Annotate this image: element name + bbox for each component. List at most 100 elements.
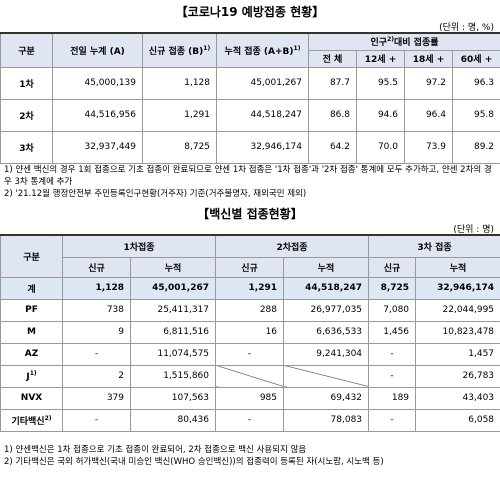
value-cell: - [368, 408, 417, 432]
footnote-mark: 1) [203, 44, 211, 52]
header-text: 신규 접종 (B) [148, 46, 204, 57]
data-row: M 9 6,811,516 16 6,636,533 1,456 10,823,478 [0, 320, 500, 344]
header-cell: 누적 접종 (A+B)1) [216, 32, 309, 68]
data-row: 2차 44,516,956 1,291 44,518,247 86.8 94.6 96.4 9… [0, 98, 500, 132]
row-label: NVX [0, 386, 63, 410]
header-cell: 신규 [62, 256, 131, 278]
value-cell: 6,811,516 [129, 320, 217, 344]
status-notes: 1) 얀센 백신의 경우 1회 접종으로 기초 접종이 완료되므로 얀센 1차 … [4, 164, 494, 200]
value-cell: 9,241,304 [283, 342, 370, 366]
header-text: 인구 [370, 38, 388, 49]
value-cell: 86.8 [308, 98, 357, 132]
row-label: 기타백신2) [0, 408, 63, 432]
value-cell: 1,128 [142, 66, 217, 100]
value-cell: 87.7 [308, 66, 357, 100]
value-cell: 1,128 [62, 276, 131, 300]
note: 2) '21.12월 행정안전부 주민등록인구현황(거주자) 기준(거주불명자,… [4, 189, 307, 199]
value-cell: 45,001,267 [216, 66, 309, 100]
value-cell: 26,977,035 [283, 298, 370, 322]
status-table: 구분 전일 누계 (A) 신규 접종 (B)1) 누적 접종 (A+B)1) 인구2)대… [0, 32, 500, 164]
row-label: 2차 [0, 98, 53, 132]
value-cell: 8,725 [368, 276, 417, 300]
value-cell: 89.2 [451, 130, 500, 164]
value-cell: - [215, 408, 285, 432]
header-cell: 신규 [215, 256, 285, 278]
empty-cell [283, 364, 370, 388]
value-cell: 95.5 [356, 66, 405, 100]
header-cell: 2차접종 [215, 234, 370, 258]
header-cell: 누적 [415, 256, 500, 278]
header-cell: 12세 + [356, 49, 405, 68]
value-cell: 7,080 [368, 298, 417, 322]
header-cell: 신규 [368, 256, 417, 278]
value-cell: - [368, 342, 417, 366]
header-cell: 인구2)대비 접종률 [307, 32, 500, 51]
footnote-mark: 2) [44, 414, 52, 422]
header-cell: 누적 [129, 256, 217, 278]
header-text: 대비 접종률 [393, 38, 439, 49]
vaccine-unit: (단위 : 명) [453, 225, 494, 235]
header-cell: 전 체 [308, 49, 357, 68]
footnote-mark: 2) [387, 36, 394, 44]
value-cell: 379 [62, 386, 131, 410]
data-row: 1차 45,000,139 1,128 45,001,267 87.7 95.5 97.2 9… [0, 66, 500, 100]
note: 1) 얀센 백신의 경우 1회 접종으로 기초 접종이 완료되므로 얀센 1차 … [4, 165, 492, 187]
header-row: 구분 전일 누계 (A) 신규 접종 (B)1) 누적 접종 (A+B)1) 인구2)대… [0, 32, 500, 68]
value-cell: 32,946,174 [216, 130, 309, 164]
header-text: PF [25, 305, 38, 315]
value-cell: 6,636,533 [283, 320, 370, 344]
header-text: NVX [20, 393, 43, 403]
value-cell: 107,563 [129, 386, 217, 410]
status-unit: (단위 : 명, %) [439, 23, 494, 33]
row-label: AZ [0, 342, 63, 366]
header-cell: 60세 + [451, 49, 500, 68]
data-row: 계 1,128 45,001,267 1,291 44,518,247 8,725 32,9… [0, 276, 500, 300]
value-cell: 64.2 [308, 130, 357, 164]
value-cell: 1,515,860 [129, 364, 217, 388]
value-cell: - [62, 408, 131, 432]
value-cell: 1,291 [142, 98, 217, 132]
value-cell: 25,411,317 [129, 298, 217, 322]
header-cell: 전일 누계 (A) [52, 32, 143, 68]
value-cell: 44,518,247 [216, 98, 309, 132]
footnote-mark: 1) [293, 44, 301, 52]
row-label: 3차 [0, 130, 53, 164]
value-cell: 189 [368, 386, 417, 410]
data-row: 3차 32,937,449 8,725 32,946,174 64.2 70.0 73.9 8… [0, 130, 500, 164]
value-cell: 80,436 [129, 408, 217, 432]
row-label: 계 [0, 276, 63, 300]
value-cell: 16 [215, 320, 285, 344]
header-cell: 3차 접종 [368, 234, 500, 258]
data-row: J1) 2 1,515,860-26,783 [0, 364, 500, 388]
vaccine-notes: 1) 얀센백신은 1차 접종으로 기초 접종이 완료되어, 2차 접종으로 백신… [4, 444, 494, 468]
value-cell: 1,456 [368, 320, 417, 344]
value-cell: 78,083 [283, 408, 370, 432]
value-cell: 10,823,478 [415, 320, 500, 344]
value-cell: 32,937,449 [52, 130, 143, 164]
value-cell: 70.0 [356, 130, 405, 164]
value-cell: 1,291 [215, 276, 285, 300]
header-text: J [26, 372, 30, 382]
header-cell: 구분 [0, 32, 53, 68]
note: 1) 얀센백신은 1차 접종으로 기초 접종이 완료되어, 2차 접종으로 백신… [4, 445, 307, 455]
header-cell: 구분 [0, 234, 63, 278]
header-cell: 누적 [283, 256, 370, 278]
value-cell: 22,044,995 [415, 298, 500, 322]
value-cell: 97.2 [404, 66, 453, 100]
header-text: 기타백신 [11, 416, 45, 427]
value-cell: 45,001,267 [129, 276, 217, 300]
value-cell: 6,058 [415, 408, 500, 432]
value-cell: 1,457 [415, 342, 500, 366]
value-cell: 96.4 [404, 98, 453, 132]
header-row: 전 체 12세 +18세 +60세 + [1, 49, 500, 68]
row-label: 1차 [0, 66, 53, 100]
header-cell: 1차접종 [61, 234, 217, 258]
header-cell: 신규 접종 (B)1) [142, 32, 217, 68]
value-cell: 11,074,575 [129, 342, 217, 366]
value-cell: 73.9 [404, 130, 453, 164]
value-cell: - [62, 342, 131, 366]
value-cell: 2 [62, 364, 131, 388]
footnote-mark: 1) [29, 370, 37, 377]
data-row: 기타백신2) -80,436-78,083-6,058 [0, 408, 500, 432]
header-text: 계 [27, 284, 36, 295]
